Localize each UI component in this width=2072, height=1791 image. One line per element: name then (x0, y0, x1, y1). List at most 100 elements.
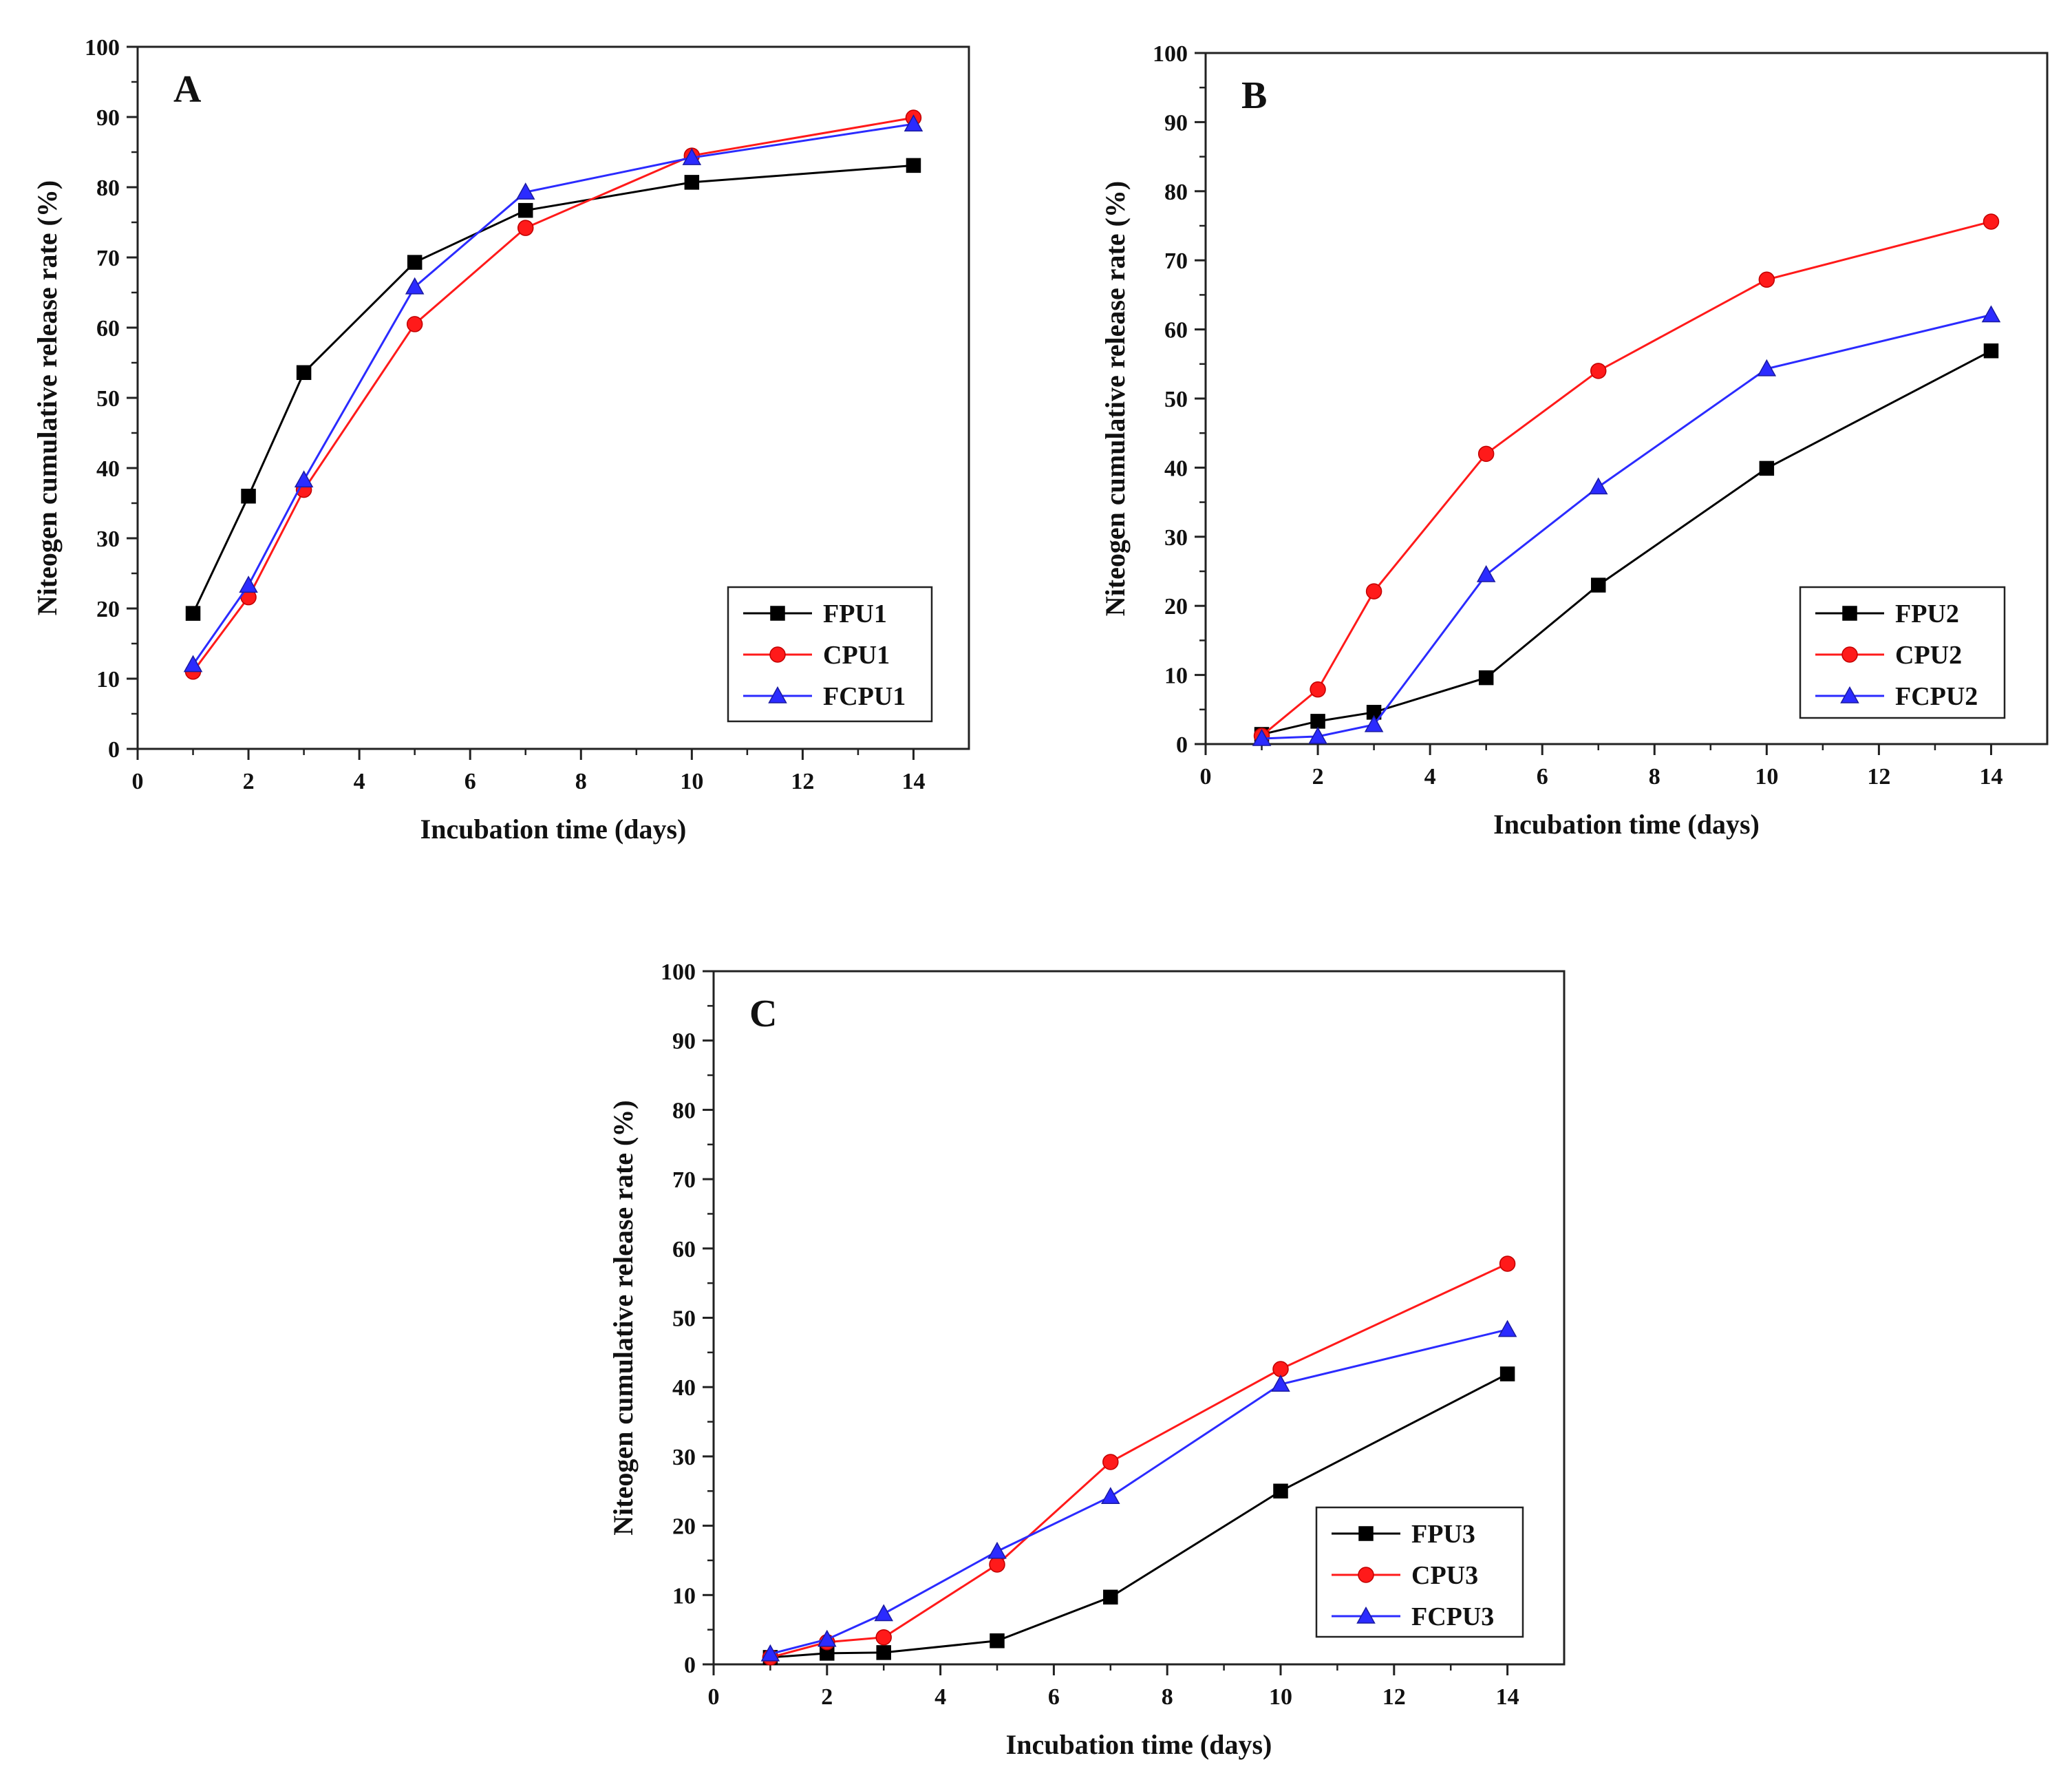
x-tick-label: 14 (1496, 1684, 1519, 1710)
legend-marker (1842, 606, 1857, 621)
y-tick-label: 70 (672, 1167, 696, 1193)
data-point (1478, 670, 1494, 686)
y-tick-label: 40 (672, 1375, 696, 1401)
y-tick-label: 100 (1153, 41, 1188, 67)
data-point (1101, 1487, 1120, 1505)
series-cpu2 (1253, 213, 2000, 744)
data-point (1477, 445, 1495, 463)
data-point (185, 606, 201, 621)
legend: FPU2 CPU2 FCPU2 (1799, 586, 2006, 719)
y-tick-label: 40 (96, 456, 120, 482)
x-tick-label: 10 (680, 769, 703, 794)
data-point (407, 255, 423, 270)
y-tick-label: 20 (1164, 594, 1188, 619)
data-point (1757, 359, 1777, 377)
y-axis-label: Niteogen cumulative release rate (%) (608, 1100, 639, 1535)
series-fpu1 (185, 158, 921, 621)
y-tick-label: 0 (108, 737, 120, 763)
y-tick-label: 50 (1164, 387, 1188, 412)
y-tick-label: 100 (85, 35, 120, 61)
legend-marker (1358, 1567, 1374, 1583)
series-fcpu3 (760, 1320, 1517, 1662)
legend-marker (1358, 1526, 1374, 1541)
panel-label: B (1241, 74, 1267, 117)
data-point (1308, 726, 1327, 744)
y-axis-label: Niteogen cumulative release rate (%) (1100, 181, 1131, 616)
y-tick-label: 50 (96, 386, 120, 412)
legend-label: FPU1 (823, 600, 887, 628)
x-tick-label: 10 (1755, 764, 1778, 789)
y-tick-label: 10 (96, 667, 120, 692)
data-point (1758, 271, 1775, 288)
data-point (1590, 577, 1606, 593)
x-tick-label: 2 (821, 1684, 833, 1710)
series-fcpu2 (1252, 305, 2001, 746)
data-point (183, 655, 203, 672)
data-point (405, 277, 425, 295)
y-tick-label: 40 (1164, 456, 1188, 481)
data-point (294, 470, 314, 488)
chart-panel-c: 0 2 4 6 8 10 12 14 0 10 20 30 40 50 60 70 80 90 100 Incubat… (608, 960, 1566, 1760)
y-tick-label: 90 (1164, 110, 1188, 136)
legend-marker (770, 606, 785, 621)
legend-label: FCPU1 (823, 682, 906, 711)
x-tick-label: 10 (1269, 1684, 1292, 1710)
chart-panel-a: 0 2 4 6 8 10 12 14 0 10 20 30 40 50 60 70 80 90 100 Incubat… (32, 35, 970, 845)
x-tick-label: 12 (1382, 1684, 1406, 1710)
x-tick-label: 8 (1649, 764, 1660, 789)
y-tick-label: 30 (1164, 525, 1188, 551)
x-tick-label: 4 (354, 769, 365, 794)
data-point (515, 182, 535, 200)
data-point (760, 1644, 780, 1662)
series-line (192, 164, 914, 614)
data-point (1499, 1366, 1515, 1381)
data-point (1759, 460, 1775, 476)
data-point (1103, 1589, 1118, 1605)
x-tick-label: 14 (901, 769, 925, 794)
x-tick-label: 14 (1979, 764, 2002, 789)
y-tick-label: 0 (684, 1653, 696, 1678)
y-tick-label: 0 (1176, 732, 1188, 758)
data-point (1252, 728, 1272, 746)
y-tick-label: 10 (1164, 664, 1188, 689)
y-tick-label: 30 (672, 1445, 696, 1470)
x-tick-label: 12 (791, 769, 814, 794)
data-point (1310, 714, 1325, 729)
y-tick-label: 100 (661, 960, 696, 985)
x-tick-label: 0 (1200, 764, 1212, 789)
data-point (1497, 1320, 1517, 1337)
legend-marker (1356, 1606, 1376, 1624)
data-point (241, 489, 256, 504)
x-tick-label: 12 (1867, 764, 1890, 789)
x-tick-label: 8 (575, 769, 587, 794)
data-point (990, 1633, 1005, 1649)
data-point (904, 114, 923, 131)
data-point (1983, 343, 1999, 359)
panel-label: C (749, 993, 777, 1035)
legend-label: FCPU2 (1895, 682, 1978, 711)
data-point (1588, 477, 1608, 495)
data-point (818, 1629, 837, 1647)
x-tick-label: 8 (1162, 1684, 1173, 1710)
data-point (1476, 564, 1496, 582)
data-point (239, 575, 258, 593)
legend-marker (1841, 646, 1858, 663)
data-point (517, 220, 534, 236)
legend-marker (768, 686, 787, 703)
y-tick-label: 20 (672, 1514, 696, 1540)
x-axis-label: Incubation time (days) (420, 814, 687, 845)
legend-marker (769, 646, 786, 663)
data-point (1364, 714, 1384, 732)
data-point (1102, 1454, 1119, 1470)
data-point (874, 1604, 893, 1622)
data-point (1310, 681, 1326, 698)
y-tick-label: 60 (1164, 318, 1188, 343)
data-point (1499, 1255, 1516, 1272)
y-tick-label: 80 (672, 1098, 696, 1123)
legend-label: FCPU3 (1411, 1602, 1494, 1631)
data-point (1590, 363, 1607, 379)
y-tick-label: 10 (672, 1583, 696, 1609)
y-tick-label: 60 (96, 316, 120, 341)
legend-label: CPU3 (1411, 1561, 1478, 1590)
